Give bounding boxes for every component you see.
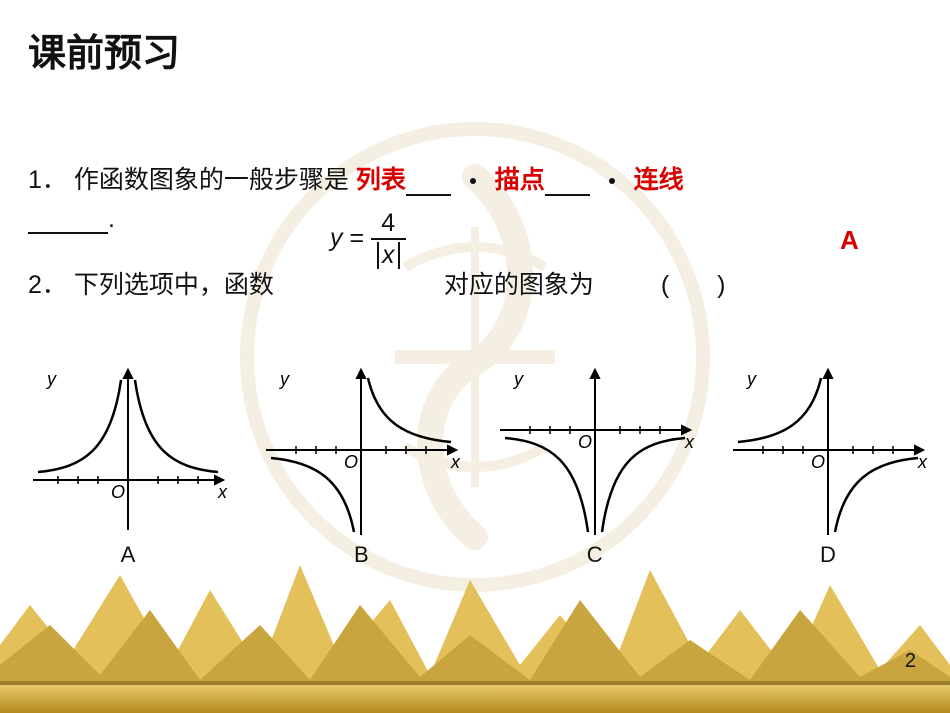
svg-text:x: x bbox=[450, 452, 461, 472]
blank2 bbox=[545, 168, 590, 196]
var-y: y bbox=[330, 224, 343, 252]
svg-text:y: y bbox=[45, 369, 57, 389]
q1-tail: . bbox=[28, 205, 115, 234]
question-1: 1． 作函数图象的一般步骤是 列表 描点 连线 bbox=[28, 160, 684, 196]
q2-number: 2． bbox=[28, 271, 67, 299]
blank3 bbox=[28, 206, 108, 234]
separator-dot bbox=[609, 178, 615, 184]
answer-step2: 描点 bbox=[495, 166, 545, 194]
graph-c: y O x bbox=[490, 360, 700, 540]
graph-a: y O x bbox=[23, 360, 233, 540]
answer-step1: 列表 bbox=[356, 166, 406, 194]
svg-text:x: x bbox=[217, 482, 228, 502]
svg-text:O: O bbox=[111, 482, 125, 502]
footer-bar bbox=[0, 685, 950, 713]
svg-text:O: O bbox=[811, 452, 825, 472]
page-number: 2 bbox=[905, 650, 916, 673]
answer-step3: 连线 bbox=[634, 166, 684, 194]
svg-text:y: y bbox=[278, 369, 290, 389]
svg-text:y: y bbox=[512, 369, 524, 389]
q2-text-a: 下列选项中，函数 bbox=[74, 271, 274, 299]
question-2: 2． 下列选项中，函数对应的图象为 () bbox=[28, 265, 726, 301]
svg-text:x: x bbox=[684, 432, 695, 452]
slide: 课前预习 1． 作函数图象的一般步骤是 列表 描点 连线 . y = 4 x A… bbox=[0, 0, 950, 713]
fraction: 4 x bbox=[371, 210, 406, 269]
separator-dot bbox=[470, 178, 476, 184]
svg-text:x: x bbox=[917, 452, 928, 472]
q2-text-b: 对应的图象为 bbox=[444, 271, 594, 299]
numerator: 4 bbox=[371, 210, 406, 240]
svg-text:y: y bbox=[745, 369, 757, 389]
q1-number: 1． bbox=[28, 166, 67, 194]
section-title: 课前预习 bbox=[28, 22, 180, 77]
svg-text:O: O bbox=[578, 432, 592, 452]
graph-b: y O x bbox=[256, 360, 466, 540]
answer-q2: A bbox=[840, 225, 859, 256]
graph-d: y O x bbox=[723, 360, 933, 540]
blank1 bbox=[406, 168, 451, 196]
footer-peaks bbox=[0, 555, 950, 685]
svg-text:O: O bbox=[344, 452, 358, 472]
q1-text: 作函数图象的一般步骤是 bbox=[74, 166, 356, 194]
function-formula: y = 4 x bbox=[330, 210, 406, 269]
